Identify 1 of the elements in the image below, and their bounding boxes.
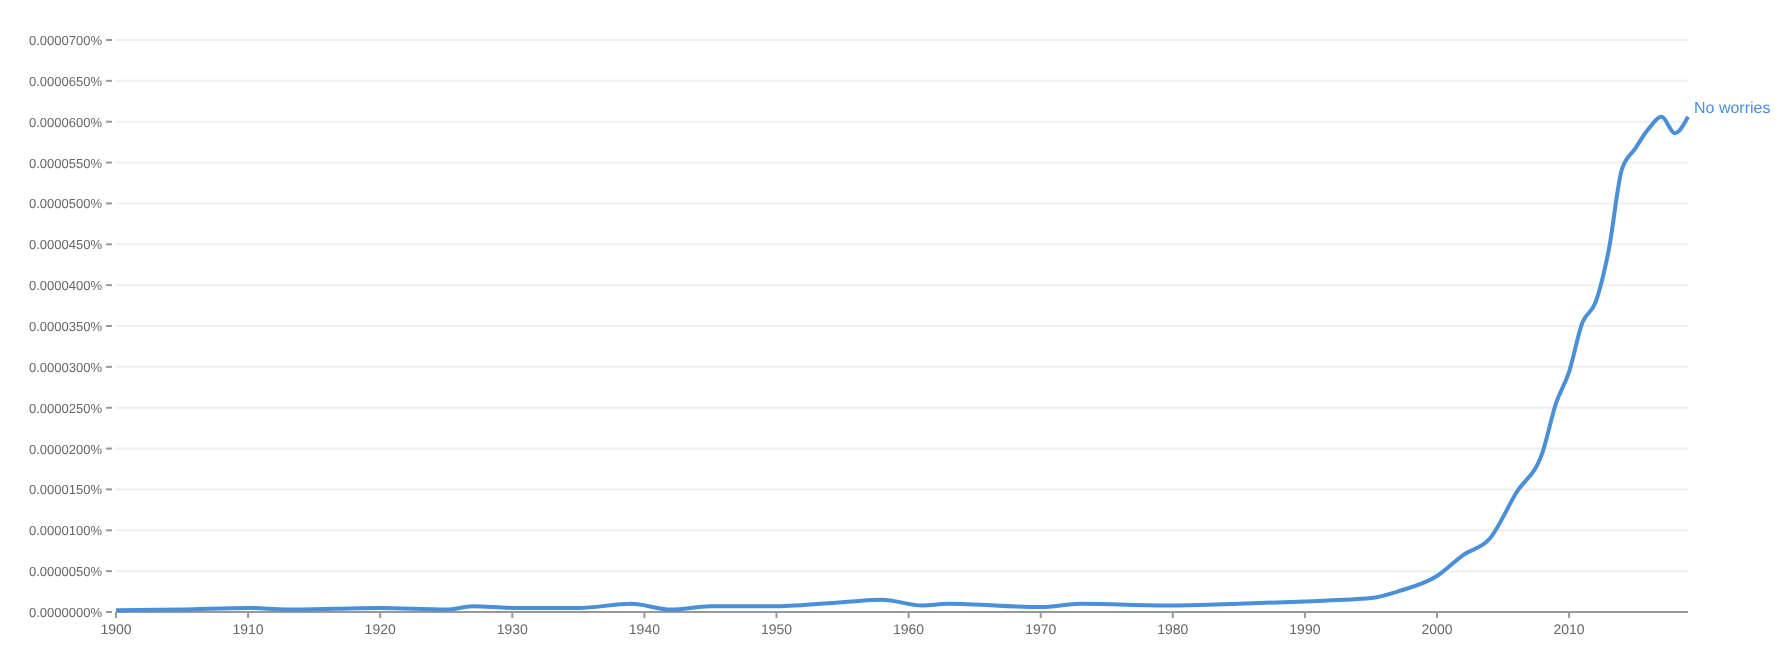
series-label: No worries — [1694, 98, 1771, 117]
